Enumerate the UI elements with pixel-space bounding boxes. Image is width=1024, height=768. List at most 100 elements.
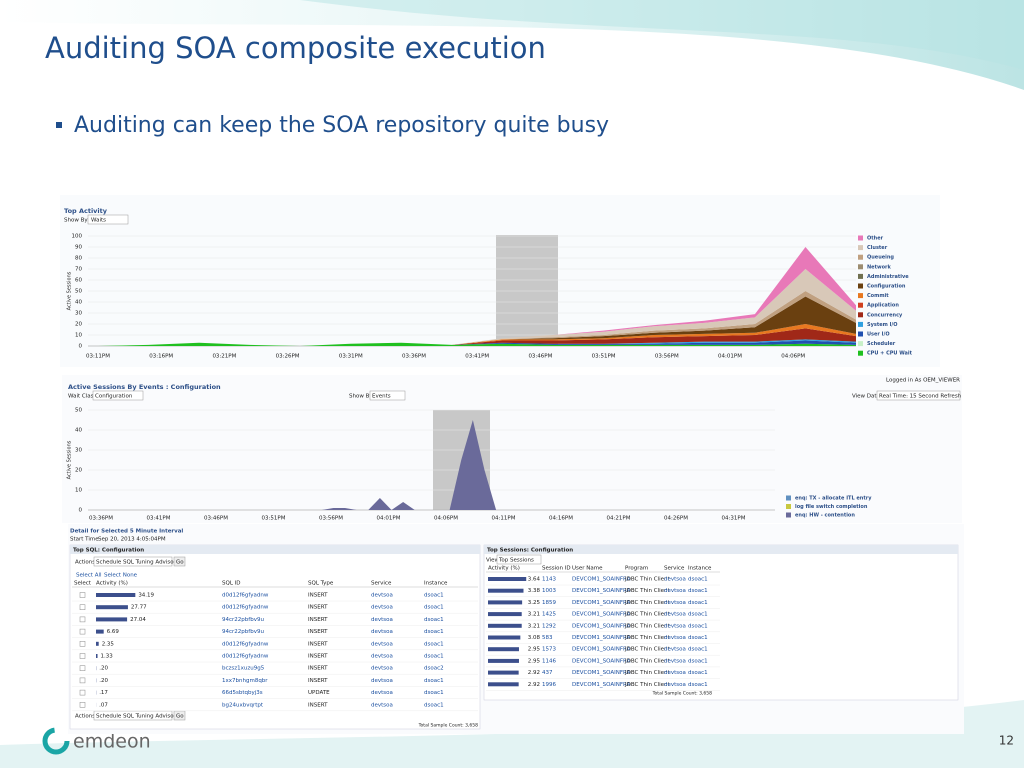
- column-header: Service: [371, 581, 392, 587]
- cell: JDBC Thin Client: [624, 600, 670, 606]
- cell: devtsoa: [664, 682, 686, 688]
- legend-label: Other: [867, 236, 884, 242]
- checkbox[interactable]: [79, 641, 86, 647]
- cell: dsoac1: [688, 612, 708, 618]
- cell: dsoac1: [424, 654, 444, 660]
- checkbox[interactable]: [79, 665, 86, 671]
- dropdown[interactable]: [92, 390, 144, 401]
- activity-label: 1.33: [101, 654, 114, 660]
- dropdown-value: Top Sessions: [498, 558, 534, 564]
- button[interactable]: [173, 556, 186, 567]
- cell: 1292: [542, 623, 556, 629]
- checkbox[interactable]: [79, 604, 86, 610]
- x-tick-label: 03:56PM: [319, 516, 343, 522]
- link[interactable]: Select None: [104, 573, 138, 579]
- dropdown[interactable]: [369, 390, 406, 401]
- area: [98, 324, 856, 346]
- cell: dsoac1: [424, 605, 444, 611]
- x-tick-label: 04:26PM: [664, 516, 688, 522]
- cell: JDBC Thin Client: [624, 647, 670, 653]
- cell: 1859: [542, 600, 556, 606]
- legend-swatch: [858, 245, 863, 251]
- cell: d0d12f6gfyadnw: [222, 641, 269, 647]
- cell: devtsoa: [371, 678, 393, 684]
- cell: dsoac1: [688, 588, 708, 594]
- activity-bar: [96, 593, 136, 597]
- cell: DEVCOM1_SOAINFRA: [572, 588, 631, 594]
- login-info: Logged in As OEM_VIEWER: [886, 378, 960, 384]
- activity-label: 3.21: [528, 612, 540, 618]
- cell: DEVCOM1_SOAINFRA: [572, 600, 631, 606]
- y-tick-label: 70: [75, 267, 82, 273]
- cell: dsoac1: [688, 600, 708, 606]
- cell: dsoac1: [424, 593, 444, 599]
- panel-title: Top Activity: [64, 207, 108, 215]
- cell: dsoac1: [688, 670, 708, 676]
- table-title-bar: [70, 545, 480, 554]
- y-tick-label: 30: [75, 311, 82, 317]
- cell: JDBC Thin Client: [624, 623, 670, 629]
- cell: dsoac1: [688, 658, 708, 664]
- column-header: Service: [664, 566, 685, 572]
- dropdown[interactable]: [93, 556, 173, 567]
- checkbox[interactable]: [79, 592, 86, 598]
- activity-label: 6.69: [107, 629, 120, 635]
- link[interactable]: Select All: [76, 573, 102, 579]
- legend-label: Application: [867, 303, 899, 309]
- activity-bar: [488, 635, 521, 640]
- checkbox[interactable]: [79, 689, 86, 696]
- cell: JDBC Thin Client: [624, 682, 670, 688]
- cell: JDBC Thin Client: [624, 658, 670, 664]
- legend-swatch: [858, 264, 863, 270]
- checkbox[interactable]: [79, 653, 86, 659]
- checkbox[interactable]: [79, 677, 86, 684]
- table-title-bar: [484, 545, 958, 554]
- total: Total Sample Count: 3,658: [652, 691, 713, 697]
- x-tick-label: 03:46PM: [204, 516, 228, 522]
- cell: 1146: [542, 658, 556, 664]
- x-tick-label: 04:01PM: [377, 516, 401, 522]
- dropdown[interactable]: [496, 554, 542, 565]
- bullet-marker: [56, 122, 62, 128]
- area: [98, 342, 856, 346]
- activity-bar: [488, 600, 523, 605]
- cell: dsoac1: [688, 635, 708, 641]
- area: [98, 269, 856, 346]
- y-axis-label: Active Sessions: [67, 271, 73, 310]
- checkbox[interactable]: [79, 628, 86, 635]
- column-header: SQL Type: [308, 581, 334, 587]
- cell: INSERT: [308, 654, 328, 660]
- cell: dsoac1: [688, 682, 708, 688]
- column-header: Select: [74, 581, 92, 587]
- cell: devtsoa: [664, 600, 686, 606]
- y-tick-label: 90: [75, 245, 82, 251]
- x-tick-label: 04:31PM: [722, 516, 746, 522]
- cell: devtsoa: [371, 702, 393, 708]
- logo: emdeon: [73, 731, 151, 753]
- checkbox[interactable]: [79, 702, 86, 708]
- label: Actions: [75, 714, 95, 720]
- checkbox[interactable]: [79, 616, 86, 623]
- cell: 94cr22pbfbv9u: [222, 617, 264, 623]
- cell: devtsoa: [664, 658, 686, 664]
- cell: devtsoa: [371, 641, 393, 647]
- dropdown[interactable]: [876, 390, 961, 401]
- cell: devtsoa: [664, 588, 686, 594]
- label: Actions: [75, 560, 95, 566]
- activity-label: .20: [99, 678, 108, 684]
- column-header: Instance: [424, 581, 448, 587]
- x-tick-label: 03:41PM: [147, 516, 171, 522]
- activity-label: 3.08: [528, 635, 541, 641]
- section-title: Detail for Selected 5 Minute Interval: [70, 529, 183, 535]
- column-header: User Name: [572, 566, 603, 572]
- dropdown[interactable]: [87, 214, 129, 225]
- table-panel: [69, 544, 481, 730]
- x-tick-label: 03:51PM: [592, 354, 616, 360]
- legend-swatch: [858, 283, 863, 289]
- legend-label: enq: TX - allocate ITL entry: [795, 496, 872, 502]
- cell: devtsoa: [664, 670, 686, 676]
- button-label: Go: [176, 560, 184, 566]
- cell: DEVCOM1_SOAINFRA: [572, 577, 631, 583]
